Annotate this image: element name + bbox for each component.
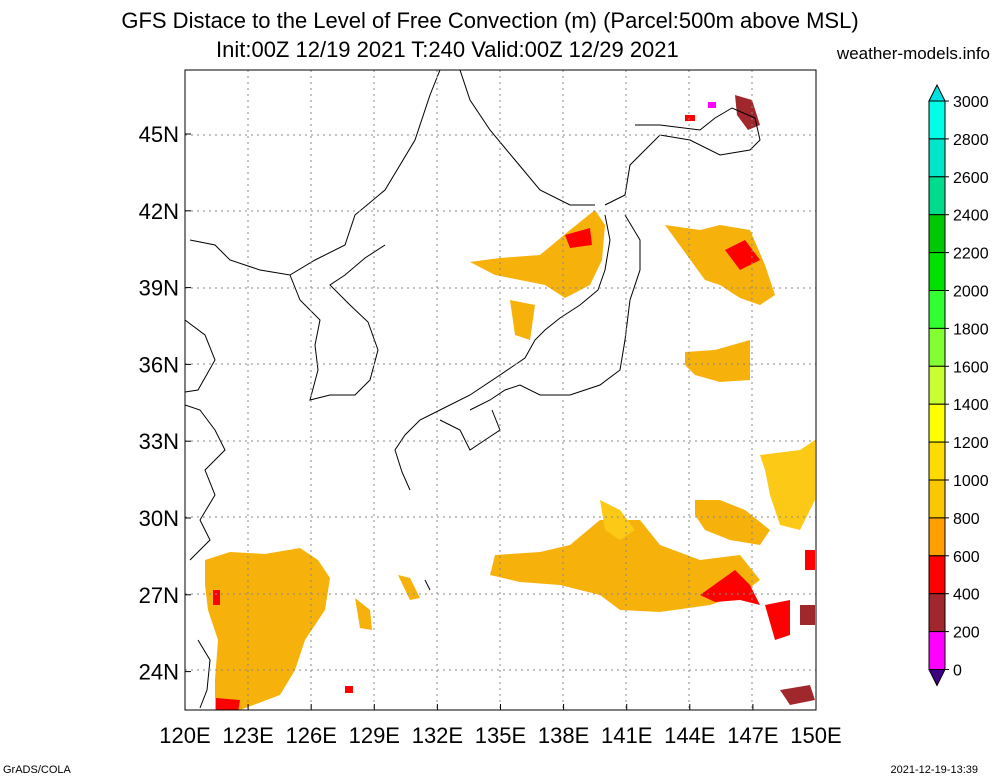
chart-title: GFS Distace to the Level of Free Convect… — [121, 8, 859, 33]
colorbar-label: 3000 — [953, 94, 989, 111]
lon-tick-label: 126E — [286, 723, 337, 748]
colorbar-segment — [928, 517, 946, 557]
colorbar-label: 200 — [953, 625, 980, 642]
colorbar-min-arrow — [928, 669, 946, 687]
colorbar-label: 1800 — [953, 321, 989, 338]
colorbar-label: 2400 — [953, 208, 989, 225]
colorbar-label: 2200 — [953, 246, 989, 263]
colorbar-label: 2800 — [953, 132, 989, 149]
colorbar-label: 400 — [953, 587, 980, 604]
colorbar-label: 600 — [953, 549, 980, 566]
colorbar: 3000280026002400220020001800160014001200… — [928, 83, 989, 687]
colorbar-segment — [928, 138, 946, 178]
lat-tick-label: 45N — [139, 122, 179, 147]
colorbar-segment — [928, 214, 946, 254]
colorbar-label: 1400 — [953, 397, 989, 414]
colorbar-label: 800 — [953, 511, 980, 528]
colorbar-label: 1600 — [953, 359, 989, 376]
lon-tick-label: 150E — [790, 723, 841, 748]
colorbar-label: 2600 — [953, 170, 989, 187]
lfc-field — [205, 95, 815, 710]
software-credit: GrADS/COLA — [3, 764, 71, 776]
lat-tick-label: 39N — [139, 276, 179, 301]
colorbar-segment — [928, 479, 946, 519]
lon-tick-label: 123E — [222, 723, 273, 748]
colorbar-segment — [928, 631, 946, 670]
lat-tick-label: 36N — [139, 352, 179, 377]
generation-timestamp: 2021-12-19-13:39 — [890, 764, 978, 776]
colorbar-label: 1000 — [953, 473, 989, 490]
lon-tick-label: 135E — [475, 723, 526, 748]
colorbar-max-arrow — [928, 83, 946, 102]
lon-tick-label: 129E — [349, 723, 400, 748]
lon-tick-label: 147E — [727, 723, 778, 748]
lat-tick-label: 27N — [139, 583, 179, 608]
colorbar-segment — [928, 327, 946, 367]
lon-tick-label: 138E — [538, 723, 589, 748]
axis-ticks — [184, 133, 817, 710]
lat-tick-label: 24N — [139, 660, 179, 685]
colorbar-segment — [928, 252, 946, 292]
colorbar-segment — [928, 593, 946, 633]
colorbar-segment — [928, 290, 946, 329]
lon-tick-label: 144E — [664, 723, 715, 748]
longitude-axis: 120E 123E 126E 129E 132E 135E 138E 141E 144E 147E… — [159, 723, 841, 748]
colorbar-label: 0 — [953, 663, 962, 680]
site-credit: weather-models.info — [836, 44, 990, 63]
valid-time-label: Init:00Z 12/19 2021 T:240 Valid:00Z 12/2… — [216, 37, 679, 62]
colorbar-segment — [928, 176, 946, 216]
lon-tick-label: 141E — [601, 723, 652, 748]
colorbar-label: 2000 — [953, 284, 989, 301]
colorbar-label: 1200 — [953, 435, 989, 452]
colorbar-segment — [928, 100, 946, 140]
colorbar-segment — [928, 441, 946, 481]
colorbar-segment — [928, 555, 946, 595]
lat-tick-label: 42N — [139, 199, 179, 224]
graticule — [185, 70, 816, 710]
lat-tick-label: 33N — [139, 429, 179, 454]
colorbar-segment — [928, 403, 946, 443]
coastlines — [185, 70, 761, 709]
latitude-axis: 24N 27N 30N 33N 36N 39N 42N 45N — [139, 122, 179, 685]
lon-tick-label: 120E — [159, 723, 210, 748]
colorbar-segment — [928, 365, 946, 405]
lat-tick-label: 30N — [139, 506, 179, 531]
lon-tick-label: 132E — [412, 723, 463, 748]
